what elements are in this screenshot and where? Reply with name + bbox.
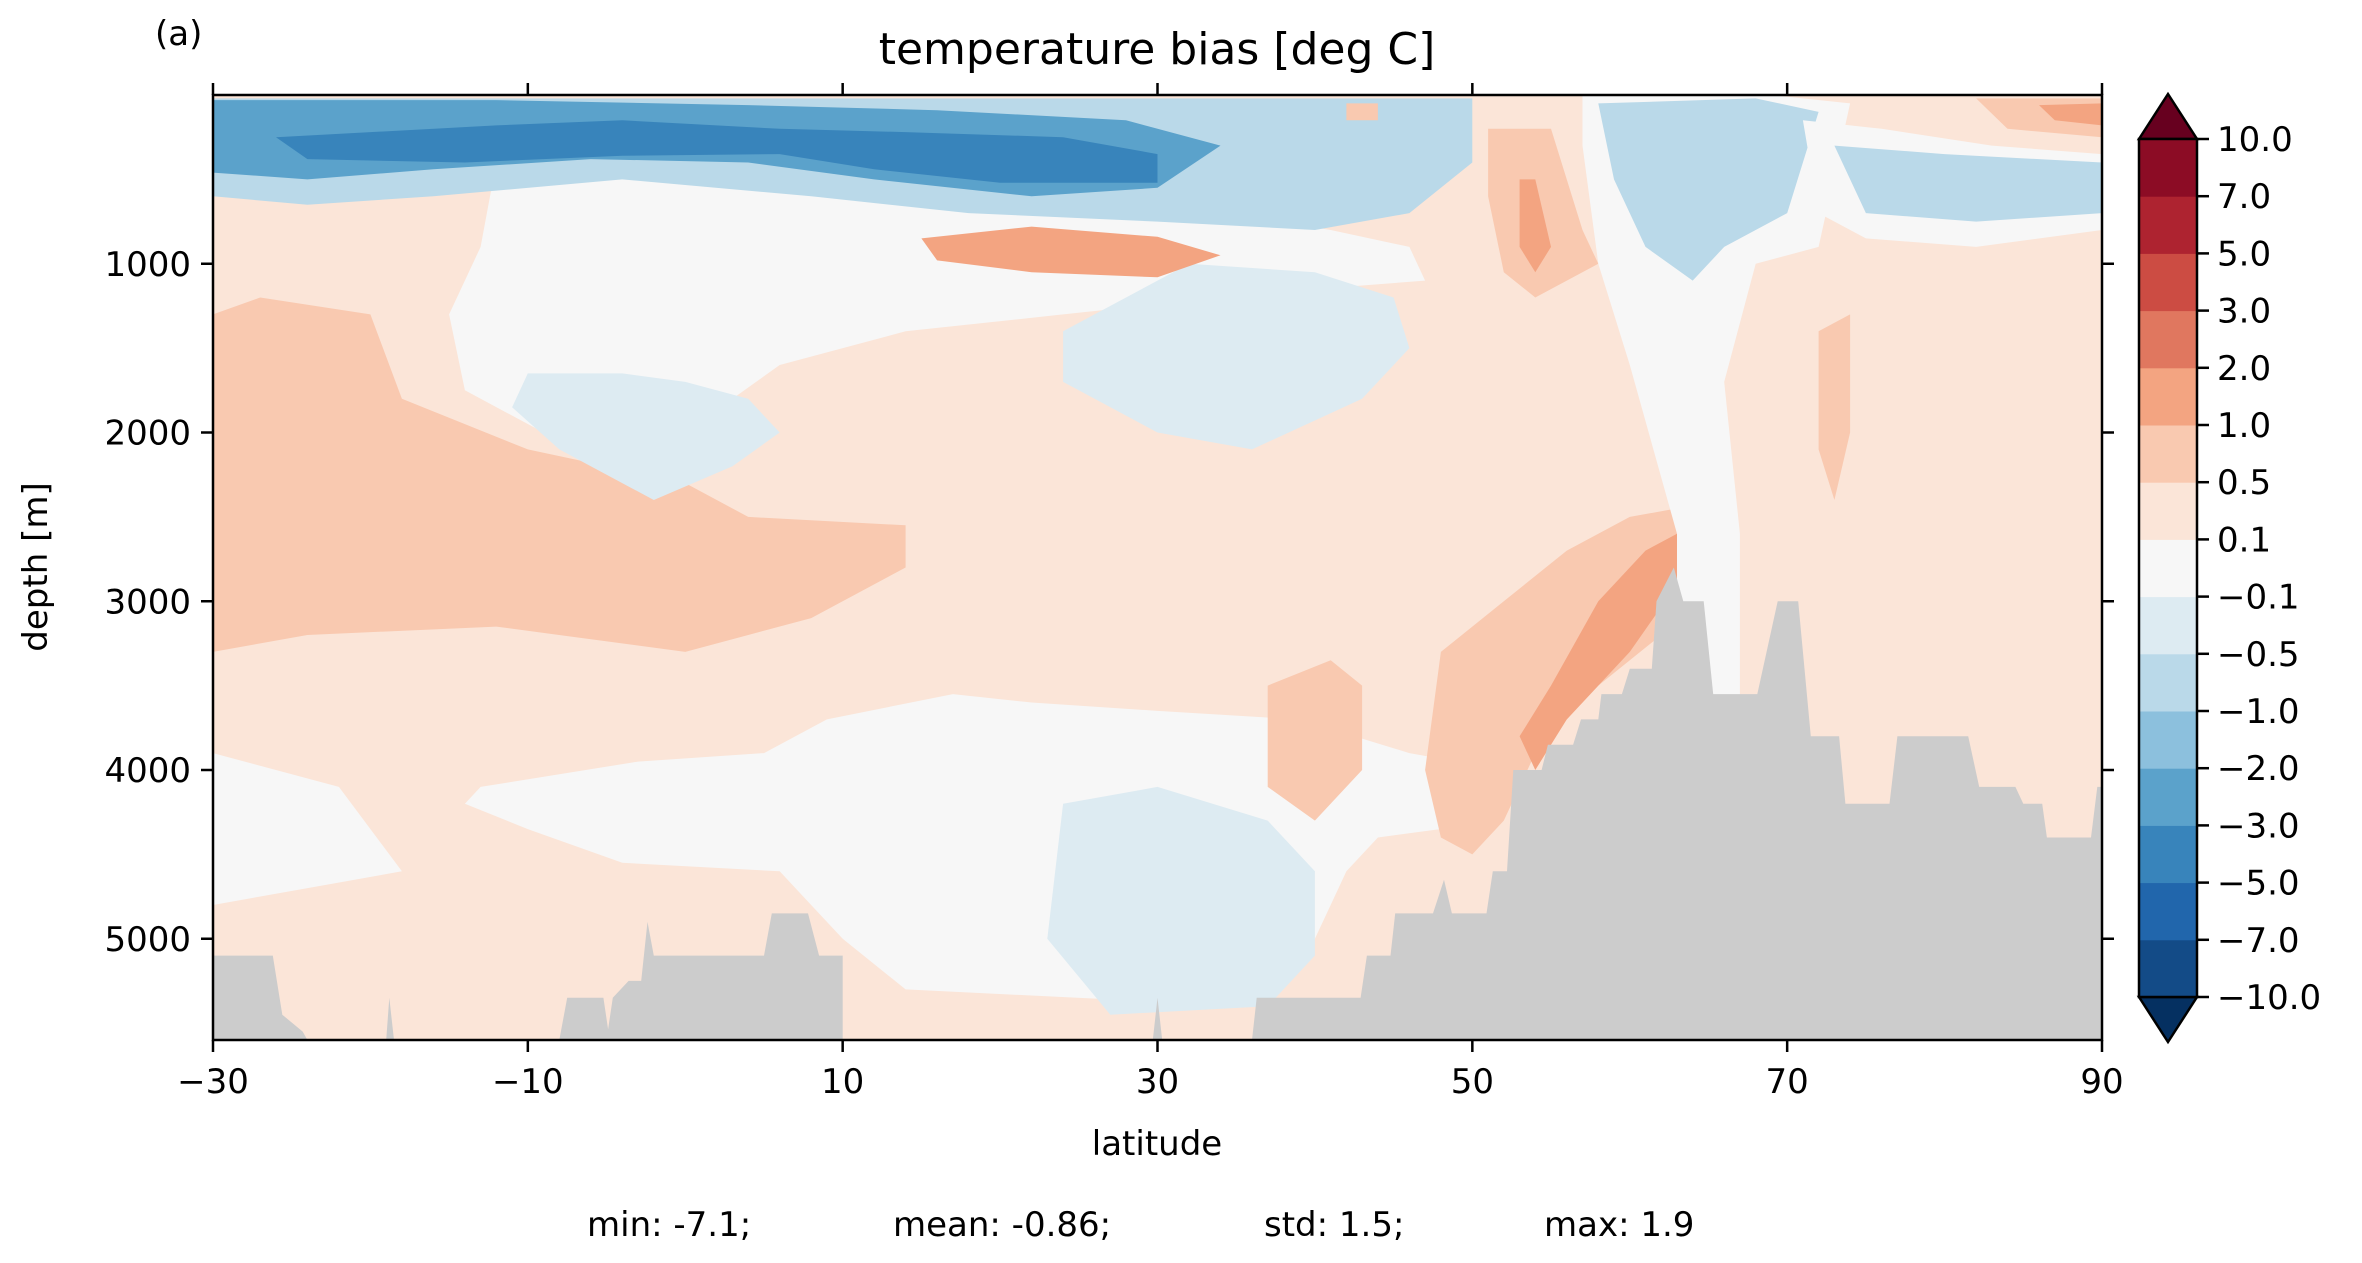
x-tick-label: 10: [821, 1062, 864, 1102]
y-tick-label: 3000: [104, 582, 191, 622]
contour-region-southern-positive-band: [213, 297, 906, 652]
contour-region-equatorial-surface-warm: [1346, 103, 1378, 121]
stat-min: min: -7.1;: [587, 1205, 751, 1245]
colorbar-tick-label: −1.0: [2217, 692, 2300, 732]
y-axis-label: depth [m]: [16, 482, 56, 651]
y-tick-label: 1000: [104, 245, 191, 285]
colorbar: −10.0 −7.0 −5.0 −3.0 −2.0 −1.0 −0.5 −0.1 0.1 0.5 1…: [2136, 91, 2321, 1045]
y-tick-label: 5000: [104, 920, 191, 960]
colorbar-swatch: [2139, 367, 2197, 426]
stat-max: max: 1.9: [1544, 1205, 1694, 1245]
contour-region-north-atlantic-positive-core: [1519, 533, 1677, 770]
colorbar-tick-label: 0.1: [2217, 520, 2271, 560]
x-tick-label: 50: [1451, 1062, 1494, 1102]
colorbar-tick-label: −0.5: [2217, 635, 2300, 675]
x-tick-label: −10: [492, 1062, 564, 1102]
contour-region-tropical-negative-deep: [1047, 786, 1315, 1015]
contour-region-subsurface-neg-outer-east: [1063, 263, 1410, 450]
contour-region-northern-deep-positive: [1818, 314, 1851, 500]
colorbar-tick-label: −10.0: [2217, 978, 2321, 1018]
colorbar-swatch: [2139, 196, 2197, 254]
panel-label: (a): [155, 14, 202, 54]
contour-region-northern-positive-plume-core: [1519, 179, 1551, 273]
contour-region-upper-negative-strong: [276, 120, 1158, 183]
colorbar-swatch: [2139, 253, 2197, 312]
colorbar-tick-label: −0.1: [2217, 578, 2300, 618]
colorbar-swatch: [2139, 596, 2197, 655]
colorbar-tick-label: 5.0: [2217, 234, 2271, 274]
colorbar-tick-label: 7.0: [2217, 177, 2271, 217]
colorbar-swatch: [2139, 425, 2197, 483]
colorbar-tick-label: 10.0: [2217, 120, 2293, 160]
x-tick-label: −30: [177, 1062, 249, 1102]
x-tick-label: 90: [2080, 1062, 2123, 1102]
colorbar-tick-label: −7.0: [2217, 921, 2300, 961]
contour-region-near-zero-region-south: [213, 753, 402, 905]
y-tick-label: 4000: [104, 751, 191, 791]
colorbar-swatch: [2139, 539, 2197, 598]
contour-region-mid-atlantic-positive-blob: [1267, 660, 1363, 821]
contour-region-northern-positive-plume: [1488, 128, 1599, 298]
stat-mean: mean: -0.86;: [893, 1205, 1111, 1245]
colorbar-tick-label: −3.0: [2217, 806, 2300, 846]
colorbar-swatch: [2139, 711, 2197, 769]
colorbar-swatch: [2139, 882, 2197, 941]
y-axis: 1000 2000 3000 4000 5000: [104, 245, 2114, 960]
contour-region-warm-lens-subtropical: [921, 226, 1221, 278]
chart-title: temperature bias [deg C]: [879, 24, 1436, 75]
x-tick-label: 30: [1136, 1062, 1179, 1102]
bathymetry-mask: [213, 567, 2102, 1040]
x-axis: −30 −10 10 30 50 70 90: [177, 83, 2124, 1102]
colorbar-extend-low: [2136, 995, 2200, 1045]
colorbar-tick-label: −5.0: [2217, 864, 2300, 904]
colorbar-frame: [2137, 137, 2199, 999]
colorbar-swatch: [2139, 482, 2197, 540]
plot-area: [213, 95, 2102, 1040]
colorbar-tick-label: 1.0: [2217, 406, 2271, 446]
colorbar-tick-label: 2.0: [2217, 349, 2271, 389]
x-axis-label: latitude: [1092, 1124, 1222, 1164]
colorbar-swatch: [2139, 939, 2197, 998]
statistics-line: min: -7.1; mean: -0.86; std: 1.5; max: 1…: [587, 1205, 1694, 1245]
contour-region-subpolar-near-zero: [1582, 95, 1851, 804]
colorbar-swatch: [2139, 310, 2197, 369]
contour-region-arctic-positive-surface-core: [2039, 103, 2102, 126]
colorbar-swatch: [2139, 825, 2197, 884]
colorbar-swatch: [2139, 139, 2197, 197]
contour-region-subsurface-near-zero-ring: [449, 162, 1426, 450]
y-tick-label: 2000: [104, 414, 191, 454]
colorbar-swatch: [2139, 768, 2197, 826]
contour-region-arctic-negative: [1834, 145, 2102, 222]
contour-region-subsurface-neg-patch-west: [512, 373, 780, 500]
contour-region-subpolar-negative: [1598, 98, 1819, 281]
colorbar-tick-label: 3.0: [2217, 292, 2271, 332]
colorbar-extend-high: [2136, 91, 2200, 141]
colorbar-tick-label: 0.5: [2217, 463, 2271, 503]
colorbar-swatch: [2139, 653, 2197, 712]
x-tick-label: 70: [1766, 1062, 1809, 1102]
contour-fill-layer: [213, 95, 2102, 1040]
colorbar-tick-label: −2.0: [2217, 749, 2300, 789]
stat-std: std: 1.5;: [1264, 1205, 1404, 1245]
